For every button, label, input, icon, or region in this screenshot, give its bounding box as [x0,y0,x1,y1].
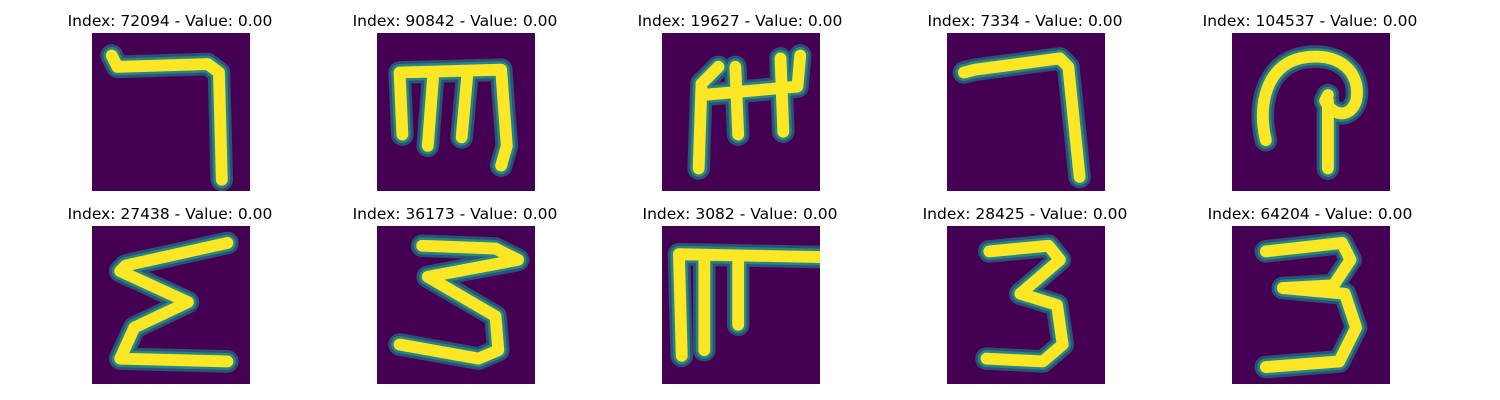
panel-5: Index: 104537 - Value: 0.00 [1190,12,1430,192]
panel-8: Index: 3082 - Value: 0.00 [620,205,860,385]
glyph-stroke [1256,50,1363,175]
glyph-three [1254,231,1368,379]
panel-10: Index: 64204 - Value: 0.00 [1190,205,1430,385]
glyph-stroke [393,239,524,365]
panel-6: Index: 27438 - Value: 0.00 [50,205,290,385]
glyph-sigma [108,231,239,373]
panel-1: Index: 72094 - Value: 0.00 [50,12,290,192]
glyph-hook [100,44,234,191]
panel-image [92,226,250,384]
glyph-stroke [388,58,519,177]
glyph-stroke [114,237,234,368]
glyph-stroke [958,52,1086,183]
panel-image [947,226,1105,384]
panel-title: Index: 7334 - Value: 0.00 [927,12,1123,30]
panel-2: Index: 90842 - Value: 0.00 [335,12,575,192]
panel-title: Index: 19627 - Value: 0.00 [637,12,843,30]
glyph-stroke [673,248,820,362]
glyph-stroke [1259,237,1363,373]
glyph-stroke [393,63,513,172]
panel-image [947,33,1105,191]
panel-title: Index: 36173 - Value: 0.00 [352,205,558,223]
panel-9: Index: 28425 - Value: 0.00 [905,205,1145,385]
panel-title: Index: 72094 - Value: 0.00 [67,12,273,30]
panel-title: Index: 64204 - Value: 0.00 [1207,205,1413,223]
panel-title: Index: 28425 - Value: 0.00 [922,205,1128,223]
panel-image [377,33,535,191]
panel-image [662,226,820,384]
panel-image [377,226,535,384]
glyph-reverse-sigma [388,234,530,370]
glyph-w-shape [687,44,812,180]
panel-title: Index: 104537 - Value: 0.00 [1202,12,1418,30]
panel-title: Index: 90842 - Value: 0.00 [352,12,558,30]
panel-title: Index: 3082 - Value: 0.00 [642,205,838,223]
glyph-pi-shape [667,242,820,368]
panel-7: Index: 36173 - Value: 0.00 [335,205,575,385]
panel-3: Index: 19627 - Value: 0.00 [620,12,860,192]
glyph-stroke [692,49,807,175]
panel-title: Index: 27438 - Value: 0.00 [67,205,273,223]
glyph-three [975,234,1074,373]
panel-image [1232,33,1390,191]
panel-4: Index: 7334 - Value: 0.00 [905,12,1145,192]
panel-image [1232,226,1390,384]
panel-image [92,33,250,191]
glyph-stroke [980,239,1069,368]
glyph-m-shape [388,58,519,177]
panel-image [662,33,820,191]
glyph-stroke [105,49,228,186]
glyph-hook [952,47,1091,189]
glyph-loop [1251,45,1369,180]
